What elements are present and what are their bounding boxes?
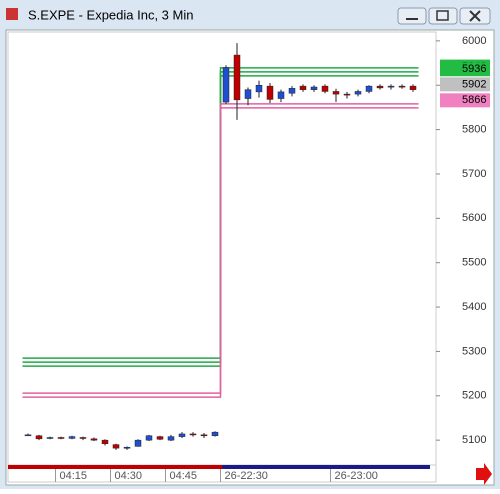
y-tick-label: 5800 [462,124,486,136]
window-title: S.EXPE - Expedia Inc, 3 Min [28,7,193,22]
window-buttons[interactable] [397,7,491,25]
y-tick-label: 5400 [462,301,486,313]
candle-body [68,436,76,439]
x-tick-label: 26-23:00 [335,470,378,482]
x-tick-label: 04:30 [115,470,143,482]
candle-body [233,54,241,101]
candle-body [343,93,351,96]
y-tick-label: 5200 [462,390,486,402]
candle-body [222,67,230,103]
y-tick-label: 6000 [462,35,486,47]
candle-body [332,91,340,95]
session-bar-2 [222,465,430,469]
scroll-arrow[interactable] [476,463,492,485]
plot-area [7,31,437,466]
y-tick-label: 5500 [462,257,486,269]
candle-body [211,431,219,436]
price-tag [440,77,490,92]
candle-body [79,437,87,439]
app-icon [6,8,18,20]
candle-body [167,436,175,441]
candle-body [46,437,54,439]
maximize-button[interactable] [428,7,458,25]
candle-body [57,437,65,439]
candle-body [376,85,384,89]
candle-body [387,85,395,88]
candle-body [409,85,417,90]
candle-body [288,88,296,94]
candle-body [398,85,406,88]
candle-body [244,89,252,99]
session-bar-1 [8,465,222,469]
candle-body [101,439,109,444]
candle-body [134,439,142,447]
y-tick-label: 5700 [462,168,486,180]
candle-body [189,433,197,436]
y-tick-label: 5100 [462,434,486,446]
x-tick-label: 04:15 [60,470,88,482]
price-tag-label: 5866 [462,94,486,106]
candle-body [145,435,153,441]
candle-body [310,86,318,90]
price-tag [440,93,490,108]
band-line [22,107,419,398]
candle-body [266,85,274,100]
x-tick-label: 26-22:30 [225,470,268,482]
y-tick-label: 5600 [462,212,486,224]
candle-body [156,436,164,440]
candle-body [35,435,43,440]
x-tick-label: 04:45 [170,470,198,482]
candle-body [24,434,32,437]
candle-body [365,85,373,92]
candle-body [299,85,307,90]
candle-body [255,84,263,93]
candle-body [178,433,186,437]
price-tag-label: 5936 [462,63,486,75]
price-tag [440,62,490,77]
minimize-button[interactable] [397,7,427,25]
close-icon [469,10,481,22]
price-tag-label: 5902 [462,78,486,90]
maximize-icon [436,10,449,21]
candle-body [123,447,131,449]
candle-body [90,438,98,441]
candle-body [200,434,208,437]
candle-body [321,85,329,92]
candle-body [354,91,362,95]
candle-body [112,444,120,449]
y-tick-label: 5300 [462,345,486,357]
candle-body [277,91,285,99]
